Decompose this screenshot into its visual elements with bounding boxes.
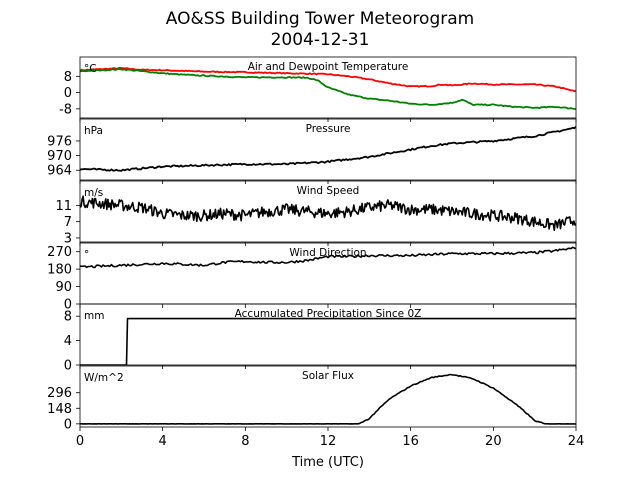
y-tick-label: 4 <box>64 334 72 349</box>
y-tick-label: 148 <box>47 402 72 417</box>
panel-1: 80-8 Air and Dewpoint Temperature °C <box>59 56 577 119</box>
x-tick-label: 8 <box>241 434 249 449</box>
unit-label: hPa <box>84 125 103 137</box>
panel-4: 270 180 90 0 Wind Direction ° <box>47 242 577 313</box>
y-tick-label: 7 <box>64 215 72 230</box>
panel-5: 8 4 0 Accumulated Precipitation Since 0Z mm <box>64 303 577 374</box>
figure-title: AO&SS Building Tower Meteorogram <box>166 9 474 29</box>
y-tick-label: 3 <box>64 231 72 246</box>
panel-title: Wind Speed <box>297 185 360 197</box>
y-tick-label: 8 <box>64 310 72 325</box>
series-line-3-1 <box>80 195 576 232</box>
panel-title: Air and Dewpoint Temperature <box>248 61 409 73</box>
unit-label: mm <box>84 310 104 322</box>
figure-subtitle: 2004-12-31 <box>271 30 370 50</box>
panel-title: Solar Flux <box>302 370 354 382</box>
unit-label: °C <box>84 63 97 75</box>
series-line-1-2 <box>80 68 576 110</box>
x-tick-label: 4 <box>159 434 167 449</box>
unit-label: ° <box>84 249 89 261</box>
series-line-4-1 <box>80 246 576 269</box>
unit-label: W/m^2 <box>84 372 124 384</box>
series-line-5-1 <box>80 317 576 365</box>
y-tick-label: 296 <box>47 386 72 401</box>
y-tick-label: 270 <box>47 245 72 260</box>
y-tick-label: 0 <box>64 417 72 432</box>
x-tick-label: 12 <box>320 434 337 449</box>
y-tick-label: 0 <box>64 298 72 313</box>
x-axis: 0 4 8 12 16 20 24 <box>76 118 584 449</box>
y-tick-label: 0 <box>64 359 72 374</box>
unit-label: m/s <box>84 187 103 199</box>
panel-title: Accumulated Precipitation Since 0Z <box>235 308 422 320</box>
y-tick-label: 976 <box>47 134 72 149</box>
y-tick-label: 0 <box>64 86 72 101</box>
y-tick-label: 964 <box>47 164 72 179</box>
panel-title: Wind Direction <box>289 247 366 259</box>
x-tick-label: 16 <box>402 434 419 449</box>
y-tick-label: 11 <box>55 199 72 214</box>
y-tick-label: 8 <box>64 70 72 85</box>
x-tick-label: 0 <box>76 434 84 449</box>
x-tick-label: 20 <box>485 434 502 449</box>
x-tick-label: 24 <box>568 434 585 449</box>
y-tick-label: -8 <box>59 102 72 117</box>
series-line-6-1 <box>80 373 576 425</box>
x-axis-label: Time (UTC) <box>291 455 364 470</box>
y-tick-label: 970 <box>47 149 72 164</box>
series-line-2-1 <box>80 126 576 172</box>
y-tick-label: 90 <box>55 280 72 295</box>
series-line-1-1 <box>80 66 576 93</box>
panel-title: Pressure <box>306 123 351 135</box>
y-tick-label: 180 <box>47 263 72 278</box>
